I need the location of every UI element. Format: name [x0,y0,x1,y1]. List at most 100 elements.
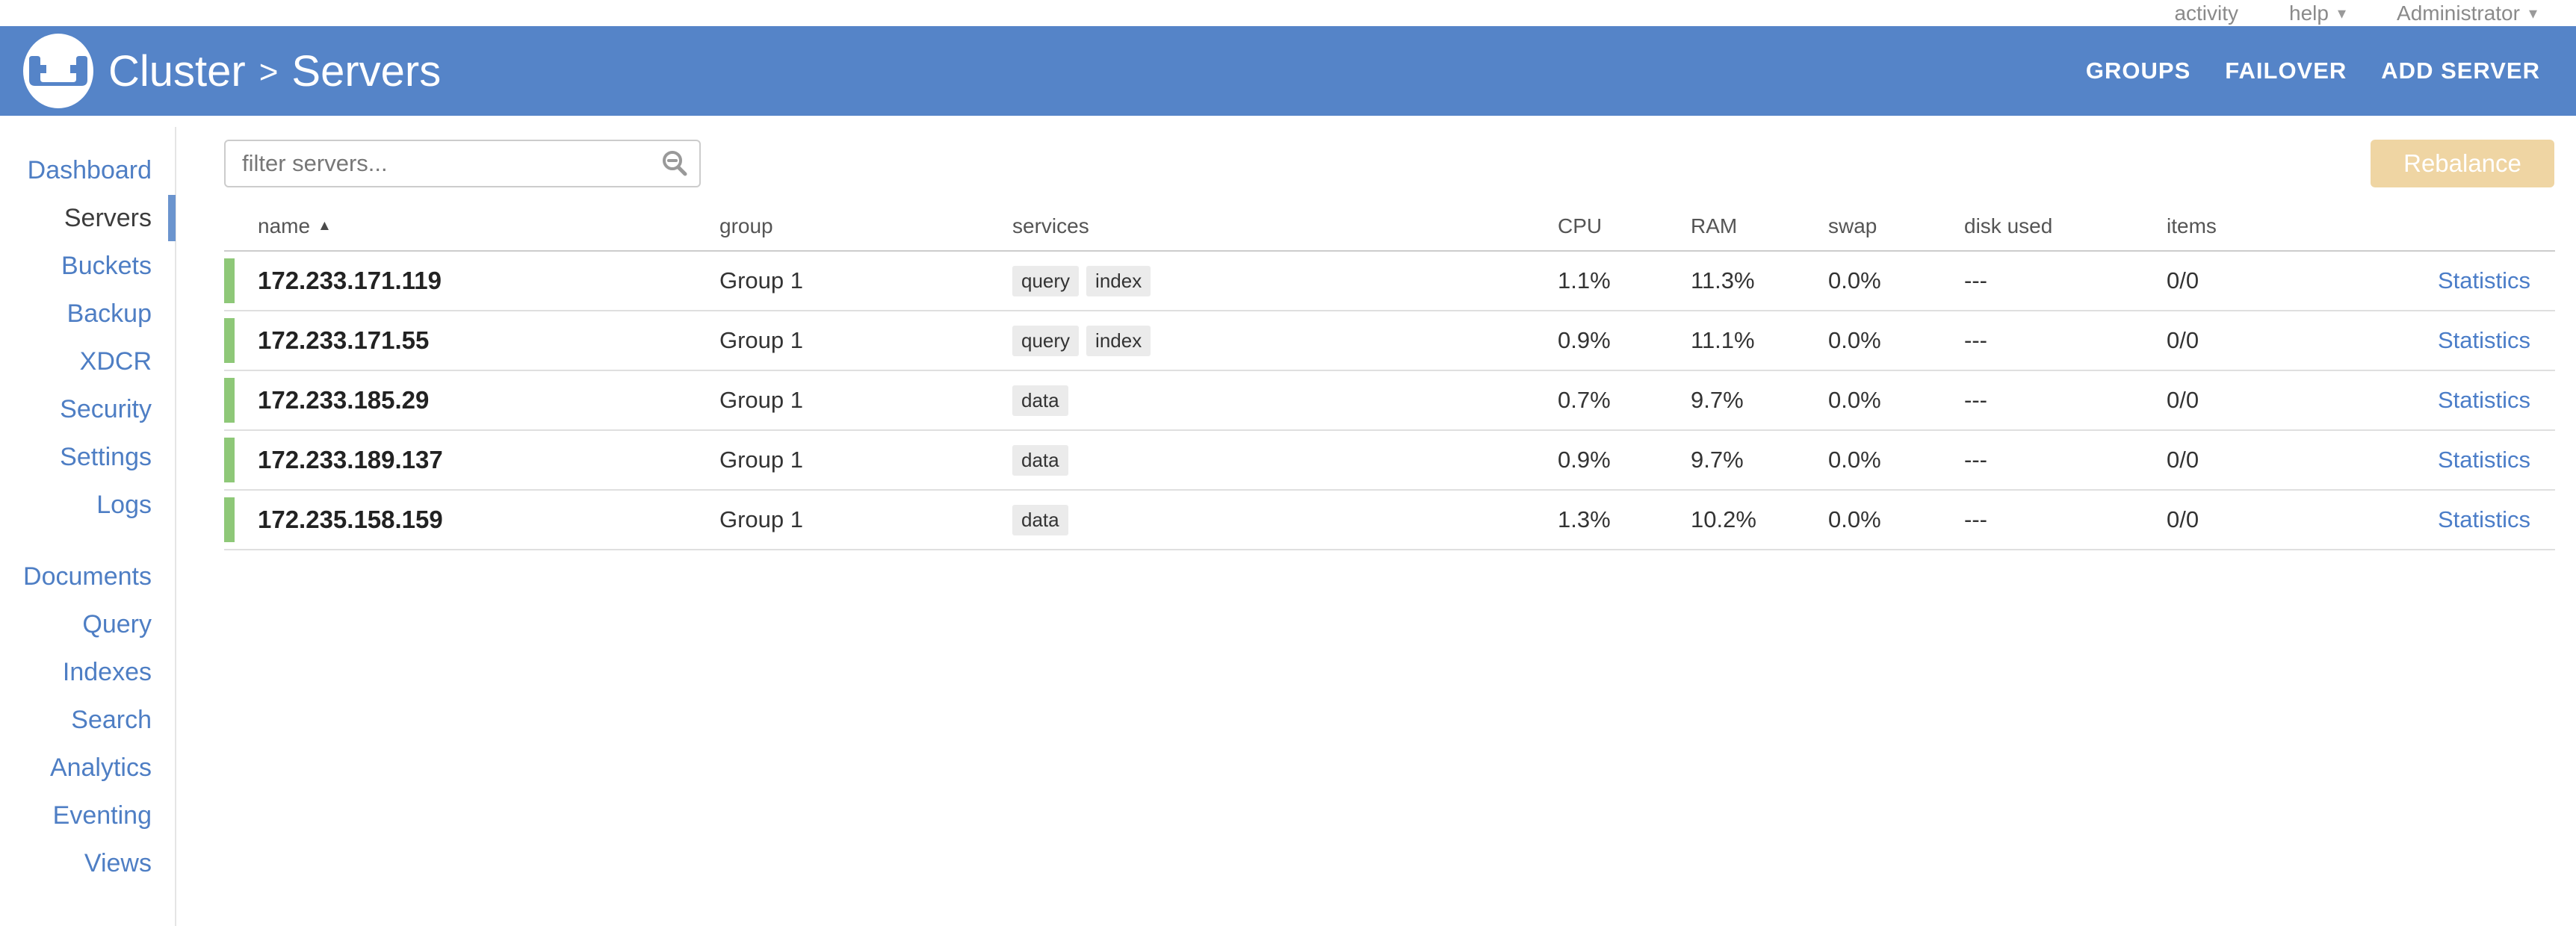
server-items: 0/0 [2167,387,2199,413]
health-indicator-bar [224,497,235,542]
table-header-services[interactable]: services [1012,214,1089,237]
server-group: Group 1 [719,447,804,473]
app-header: Cluster > Servers GROUPS FAILOVER ADD SERV… [0,26,2576,116]
appbar-actions: GROUPS FAILOVER ADD SERVER [2086,58,2576,84]
servers-toolbar: Rebalance [224,127,2555,202]
sidebar-item-indexes[interactable]: Indexes [62,658,152,686]
page-title-cluster: Cluster [108,46,246,96]
server-swap: 0.0% [1828,506,1881,532]
health-indicator-bar [224,378,235,423]
server-action-cell: Statistics [2331,387,2555,414]
service-badge-index: index [1086,325,1151,356]
server-services: data [1012,385,1558,416]
statistics-link[interactable]: Statistics [2437,327,2530,353]
server-ram: 11.1% [1691,327,1755,353]
table-header-items[interactable]: items [2167,214,2217,237]
statistics-link[interactable]: Statistics [2437,267,2530,293]
sidebar-item-backup[interactable]: Backup [66,299,152,328]
server-disk-used: --- [1964,506,1987,532]
page-title-section: Servers [291,46,442,96]
server-name: 172.233.171.55 [258,326,430,354]
server-services: data [1012,444,1558,476]
server-items: 0/0 [2167,327,2199,353]
server-swap: 0.0% [1828,387,1881,413]
server-ram: 9.7% [1691,387,1744,413]
rebalance-button[interactable]: Rebalance [2371,140,2554,187]
topbar-link-activity[interactable]: activity [2174,1,2238,25]
table-header-row: name ▲ group services CPU RAM swap disk … [224,202,2555,252]
health-indicator-bar [224,318,235,363]
server-action-cell: Statistics [2331,506,2555,533]
table-header-swap[interactable]: swap [1828,214,1877,237]
table-row[interactable]: 172.233.189.137 Group 1 data 0.9% 9.7% 0… [224,431,2555,491]
server-swap: 0.0% [1828,327,1881,353]
service-badge-query: query [1012,325,1080,356]
server-ram: 9.7% [1691,447,1744,473]
sidebar-item-analytics[interactable]: Analytics [49,753,152,782]
statistics-link[interactable]: Statistics [2437,387,2530,413]
filter-servers-input[interactable] [224,140,701,187]
server-ram: 10.2% [1691,506,1756,532]
search-icon [663,151,687,176]
server-cpu: 1.3% [1558,506,1611,532]
server-name: 172.233.171.119 [258,267,442,294]
table-row[interactable]: 172.233.171.119 Group 1 query index 1.1% … [224,252,2555,311]
statistics-link[interactable]: Statistics [2437,506,2530,532]
service-badge-data: data [1012,444,1068,476]
health-indicator-bar [224,438,235,482]
server-services: data [1012,504,1558,535]
server-group: Group 1 [719,267,804,293]
statistics-link[interactable]: Statistics [2437,447,2530,473]
sidebar-item-documents[interactable]: Documents [23,562,152,591]
table-row[interactable]: 172.233.171.55 Group 1 query index 0.9% 1… [224,311,2555,371]
server-swap: 0.0% [1828,447,1881,473]
table-row[interactable]: 172.233.185.29 Group 1 data 0.7% 9.7% 0.… [224,371,2555,431]
server-disk-used: --- [1964,267,1987,293]
topbar-link-help[interactable]: help ▾ [2289,1,2346,25]
sidebar-divider [175,127,176,926]
server-swap: 0.0% [1828,267,1881,293]
chevron-down-icon: ▾ [2337,3,2347,22]
sidebar-item-settings[interactable]: Settings [60,443,152,471]
server-name: 172.233.185.29 [258,386,430,414]
sidebar: Dashboard Servers Buckets Backup XDCR Securit… [0,127,176,887]
server-action-cell: Statistics [2331,327,2555,354]
server-group: Group 1 [719,387,804,413]
sidebar-item-buckets[interactable]: Buckets [61,252,152,280]
sidebar-item-dashboard[interactable]: Dashboard [27,156,152,184]
server-ram: 11.3% [1691,267,1755,293]
server-disk-used: --- [1964,327,1987,353]
server-cpu: 0.7% [1558,387,1611,413]
topbar-link-administrator[interactable]: Administrator ▾ [2397,1,2537,25]
sidebar-primary-list: Dashboard Servers Buckets Backup XDCR Securit… [0,127,176,529]
health-indicator-cell [224,497,258,542]
server-cpu: 1.1% [1558,267,1611,293]
table-header-name[interactable]: name ▲ [258,214,719,238]
server-disk-used: --- [1964,447,1987,473]
table-row[interactable]: 172.235.158.159 Group 1 data 1.3% 10.2% … [224,491,2555,550]
sidebar-item-servers[interactable]: Servers [0,194,176,242]
appbar-action-add-server[interactable]: ADD SERVER [2381,58,2540,84]
sidebar-item-eventing[interactable]: Eventing [52,801,152,830]
server-group: Group 1 [719,327,804,353]
breadcrumb-separator-icon: > [258,54,279,90]
chevron-down-icon: ▾ [2528,3,2537,22]
appbar-action-groups[interactable]: GROUPS [2085,58,2191,84]
sidebar-item-search[interactable]: Search [71,706,152,734]
couchbase-logo-icon [23,34,93,108]
sort-asc-icon: ▲ [318,218,332,234]
server-disk-used: --- [1964,387,1987,413]
server-items: 0/0 [2167,506,2199,532]
sidebar-item-xdcr[interactable]: XDCR [79,347,152,376]
sidebar-item-logs[interactable]: Logs [96,491,152,519]
server-services: query index [1012,265,1558,296]
sidebar-item-security[interactable]: Security [60,395,152,423]
health-indicator-cell [224,258,258,303]
sidebar-item-views[interactable]: Views [84,849,152,877]
table-header-cpu[interactable]: CPU [1558,214,1603,237]
sidebar-item-query[interactable]: Query [82,610,152,638]
appbar-action-failover[interactable]: FAILOVER [2225,58,2347,84]
table-header-disk-used[interactable]: disk used [1964,214,2053,237]
table-header-group[interactable]: group [719,214,773,237]
table-header-ram[interactable]: RAM [1691,214,1738,237]
